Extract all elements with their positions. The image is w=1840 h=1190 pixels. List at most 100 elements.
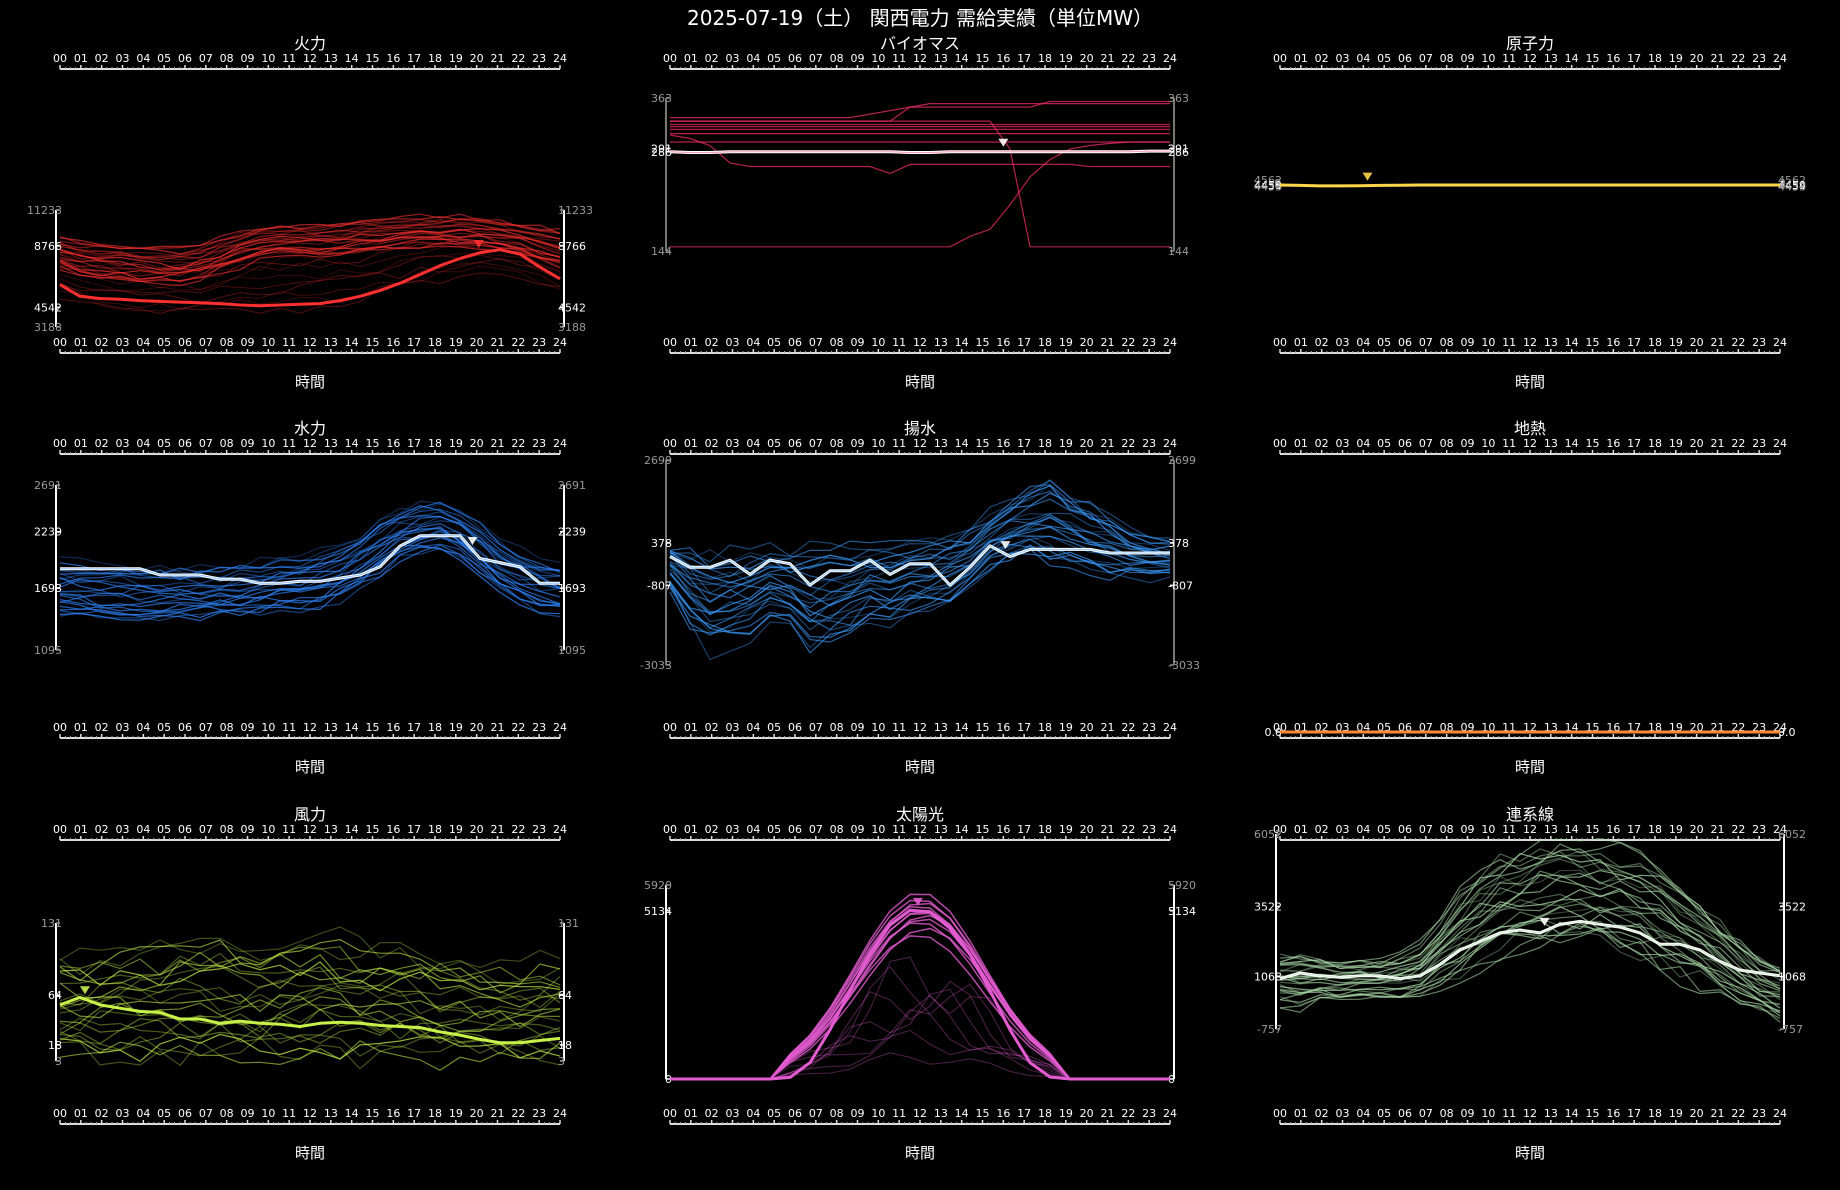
history-line (670, 1009, 1170, 1080)
hour-tick-label: 08 (830, 1107, 844, 1120)
history-line (59, 520, 561, 594)
hour-tick-label: 14 (1565, 823, 1579, 836)
hour-tick-label: 10 (871, 1107, 885, 1120)
hour-tick-label: 01 (684, 1107, 698, 1120)
history-line (59, 232, 561, 277)
history-line (59, 537, 561, 616)
hour-tick-label: 22 (511, 437, 525, 450)
hour-tick-label: 22 (1731, 52, 1745, 65)
history-line (669, 516, 1171, 616)
hour-tick-label: 04 (136, 823, 150, 836)
hour-tick-label: 02 (95, 437, 109, 450)
hour-tick-label: 05 (157, 437, 171, 450)
hour-tick-label: 00 (53, 437, 67, 450)
hour-tick-label: 16 (1606, 437, 1620, 450)
hour-tick-label: 20 (1080, 336, 1094, 349)
left-y-tick-label: 4562 (1254, 174, 1282, 187)
history-line (1279, 928, 1781, 1023)
hour-tick-label: 06 (178, 437, 192, 450)
left-y-tick-label: -3033 (640, 659, 672, 672)
hour-tick-label: 16 (386, 823, 400, 836)
chart-panel-1: 火力 00 01 02 03 04 05 06 07 08 09 10 11 12 13 14 15 16 17 18… (27, 34, 593, 391)
hour-tick-label: 10 (261, 336, 275, 349)
history-line (670, 103, 1170, 119)
hour-tick-label: 11 (1502, 823, 1516, 836)
history-line (669, 535, 1171, 631)
history-line (59, 223, 561, 261)
history-line (670, 918, 1170, 1080)
hour-tick-label: 21 (491, 336, 505, 349)
hour-tick-label: 21 (1101, 437, 1115, 450)
hour-tick-label: 21 (491, 437, 505, 450)
hour-tick-label: 00 (1273, 52, 1287, 65)
hour-tick-label: 21 (491, 52, 505, 65)
hour-tick-label: 19 (449, 52, 463, 65)
hour-tick-label: 09 (851, 823, 865, 836)
history-line (669, 479, 1171, 563)
left-y-tick-label: 18 (48, 1039, 62, 1052)
history-line (669, 522, 1171, 607)
hour-tick-label: 23 (532, 52, 546, 65)
history-line (59, 965, 561, 1009)
peak-marker (1362, 172, 1373, 181)
hour-tick-label: 00 (53, 1107, 67, 1120)
hour-tick-label: 08 (1440, 1107, 1454, 1120)
right-y-tick-label: 3522 (1778, 900, 1806, 913)
hour-tick-label: 10 (1481, 1107, 1495, 1120)
history-line (1279, 925, 1781, 1020)
x-axis-label: 時間 (1515, 1144, 1545, 1162)
hour-tick-label: 19 (1059, 721, 1073, 734)
hour-tick-label: 19 (449, 336, 463, 349)
left-y-tick-label: 4542 (34, 301, 62, 314)
hour-tick-label: 06 (178, 1107, 192, 1120)
hour-tick-label: 12 (1523, 52, 1537, 65)
hour-tick-label: 00 (53, 336, 67, 349)
hour-tick-label: 17 (1017, 336, 1031, 349)
hour-tick-label: 24 (1773, 1107, 1787, 1120)
history-line (669, 535, 1171, 633)
hour-tick-label: 11 (1502, 437, 1516, 450)
panel-title: 火力 (294, 34, 326, 53)
left-y-tick-label: 3522 (1254, 900, 1282, 913)
history-line (59, 938, 561, 985)
hour-tick-label: 15 (976, 1107, 990, 1120)
hour-tick-label: 02 (95, 336, 109, 349)
hour-tick-label: 01 (684, 437, 698, 450)
hour-tick-label: 23 (532, 721, 546, 734)
hour-tick-label: 21 (1711, 336, 1725, 349)
current-day-line-glow (60, 535, 560, 584)
hour-tick-label: 10 (261, 52, 275, 65)
hour-tick-label: 18 (1648, 336, 1662, 349)
hour-tick-label: 18 (428, 1107, 442, 1120)
hour-tick-label: 23 (532, 823, 546, 836)
hour-tick-label: 12 (913, 721, 927, 734)
hour-tick-label: 23 (1752, 52, 1766, 65)
hour-tick-label: 08 (1440, 823, 1454, 836)
history-line (669, 134, 1170, 175)
hour-tick-label: 02 (1315, 336, 1329, 349)
hour-tick-label: 12 (913, 823, 927, 836)
hour-tick-label: 13 (934, 1107, 948, 1120)
hour-tick-label: 20 (1080, 437, 1094, 450)
hour-tick-label: 13 (1544, 336, 1558, 349)
hour-tick-label: 15 (366, 336, 380, 349)
hour-tick-label: 12 (303, 336, 317, 349)
panel-title: 地熱 (1514, 419, 1546, 438)
hour-tick-label: 04 (746, 823, 760, 836)
hour-tick-label: 15 (1586, 823, 1600, 836)
hour-tick-label: 22 (511, 52, 525, 65)
hour-tick-label: 04 (1356, 52, 1370, 65)
hour-tick-label: 05 (157, 721, 171, 734)
history-line (59, 220, 561, 260)
hour-tick-label: 00 (663, 336, 677, 349)
hour-tick-label: 23 (1752, 823, 1766, 836)
current-day-line (59, 995, 561, 1045)
hour-tick-label: 08 (1440, 336, 1454, 349)
left-y-tick-label: 1068 (1254, 971, 1282, 984)
right-y-tick-label: 8766 (558, 240, 586, 253)
right-y-tick-label: 2239 (558, 526, 586, 539)
history-line (59, 235, 561, 272)
hour-tick-label: 17 (407, 52, 421, 65)
hour-tick-label: 07 (809, 437, 823, 450)
hour-tick-label: 24 (1163, 437, 1177, 450)
